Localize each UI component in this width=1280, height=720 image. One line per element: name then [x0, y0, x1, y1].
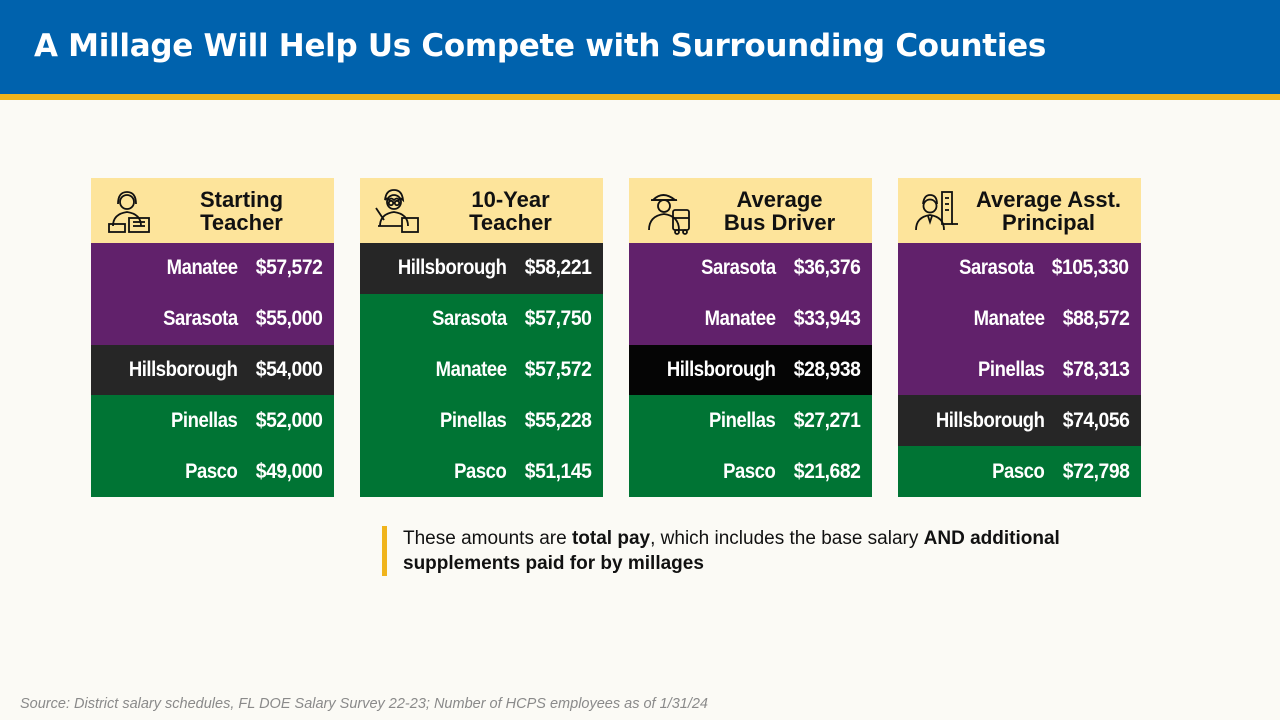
- salary-amount: $58,221: [524, 256, 591, 280]
- card-title: Average Asst. Principal: [960, 188, 1137, 234]
- county-name: Sarasota: [163, 307, 238, 331]
- header-bar: [0, 0, 1280, 94]
- principal-icon: [915, 191, 958, 231]
- total-pay-note: These amounts are total pay, which inclu…: [382, 526, 1152, 576]
- salary-amount: $78,313: [1062, 357, 1129, 381]
- county-name: Pasco: [185, 459, 238, 483]
- note-bold-text: total pay: [571, 528, 651, 549]
- salary-amount: $74,056: [1062, 408, 1129, 432]
- county-name: Hillsborough: [666, 357, 776, 381]
- table-row: Manatee $88,572: [898, 293, 1141, 345]
- salary-amount: $52,000: [255, 408, 322, 432]
- salary-amount: $28,938: [793, 357, 860, 381]
- table-row: Pinellas $52,000: [91, 395, 334, 447]
- teacher-icon: [108, 191, 150, 233]
- county-name: Pasco: [723, 459, 776, 483]
- table-row: Pasco $72,798: [898, 446, 1141, 497]
- card-header: Starting Teacher: [91, 178, 334, 243]
- card-title-line2: Teacher: [469, 210, 552, 235]
- salary-amount: $54,000: [255, 357, 322, 381]
- table-row: Hillsborough $74,056: [898, 395, 1141, 447]
- card-title-line1: Average Asst.: [975, 187, 1122, 212]
- table-row: Sarasota $57,750: [360, 293, 603, 345]
- card-header: Average Asst. Principal: [898, 178, 1141, 243]
- table-row: Sarasota $105,330: [898, 243, 1141, 294]
- table-row: Manatee $57,572: [91, 243, 334, 294]
- salary-amount: $57,572: [255, 256, 322, 280]
- salary-amount: $72,798: [1062, 459, 1129, 483]
- bus-driver-icon: [648, 194, 690, 235]
- table-row: Hillsborough $28,938: [629, 344, 872, 396]
- table-row: Sarasota $55,000: [91, 293, 334, 345]
- county-name: Sarasota: [432, 307, 507, 331]
- county-name: Sarasota: [701, 256, 776, 280]
- salary-amount: $49,000: [255, 459, 322, 483]
- county-name: Sarasota: [958, 256, 1034, 280]
- salary-amount: $33,943: [793, 307, 860, 331]
- salary-amount: $57,572: [524, 357, 591, 381]
- card-average-asst-principal: Average Asst. Principal Sarasota $105,330…: [898, 178, 1141, 497]
- senior-teacher-icon: [375, 189, 419, 233]
- salary-amount: $55,000: [255, 307, 322, 331]
- salary-amount: $88,572: [1062, 307, 1129, 331]
- county-name: Manatee: [166, 256, 238, 280]
- card-title-line2: Teacher: [200, 210, 283, 235]
- county-name: Manatee: [704, 307, 776, 331]
- note-text: , which includes the base salary: [650, 528, 924, 549]
- salary-amount: $55,228: [524, 408, 591, 432]
- county-name: Pinellas: [440, 408, 507, 432]
- salary-amount: $36,376: [793, 256, 860, 280]
- card-title-line2: Bus Driver: [723, 210, 836, 235]
- county-name: Hillsborough: [397, 256, 507, 280]
- card-title-line1: Average: [736, 187, 823, 212]
- county-name: Hillsborough: [935, 408, 1045, 432]
- table-row: Manatee $57,572: [360, 344, 603, 396]
- card-title-line2: Principal: [1002, 210, 1095, 235]
- salary-amount: $21,682: [793, 459, 860, 483]
- card-title: Starting Teacher: [153, 188, 330, 234]
- salary-amount: $27,271: [793, 408, 860, 432]
- county-name: Manatee: [435, 357, 507, 381]
- county-name: Manatee: [973, 307, 1045, 331]
- salary-amount: $51,145: [524, 459, 591, 483]
- table-row: Pinellas $78,313: [898, 344, 1141, 396]
- source-citation: Source: District salary schedules, FL DO…: [20, 696, 708, 712]
- card-header: Average Bus Driver: [629, 178, 872, 243]
- card-title: 10-Year Teacher: [422, 188, 599, 234]
- table-row: Sarasota $36,376: [629, 243, 872, 294]
- table-row: Hillsborough $58,221: [360, 243, 603, 294]
- salary-amount: $105,330: [1052, 256, 1129, 280]
- card-average-bus-driver: Average Bus Driver Sarasota $36,376 Manat…: [629, 178, 872, 497]
- card-title: Average Bus Driver: [691, 188, 868, 234]
- table-row: Pasco $49,000: [91, 446, 334, 497]
- table-row: Manatee $33,943: [629, 293, 872, 345]
- table-row: Pinellas $27,271: [629, 395, 872, 447]
- county-name: Pinellas: [171, 408, 238, 432]
- county-name: Pinellas: [709, 408, 776, 432]
- page-title: A Millage Will Help Us Compete with Surr…: [34, 28, 1047, 64]
- county-name: Pasco: [992, 459, 1045, 483]
- table-row: Pasco $21,682: [629, 446, 872, 497]
- note-text: These amounts are: [403, 528, 572, 549]
- card-header: 10-Year Teacher: [360, 178, 603, 243]
- card-starting-teacher: Starting Teacher Manatee $57,572 Sarasota…: [91, 178, 334, 497]
- card-10-year-teacher: 10-Year Teacher Hillsborough $58,221 Sara…: [360, 178, 603, 497]
- county-name: Pasco: [454, 459, 507, 483]
- card-title-line1: 10-Year: [471, 187, 550, 212]
- note-bold-text: AND additional supplements paid for by m…: [403, 528, 1060, 574]
- salary-amount: $57,750: [524, 307, 591, 331]
- county-name: Pinellas: [978, 357, 1045, 381]
- table-row: Hillsborough $54,000: [91, 344, 334, 396]
- header-accent-stripe: [0, 94, 1280, 100]
- table-row: Pasco $51,145: [360, 446, 603, 497]
- table-row: Pinellas $55,228: [360, 395, 603, 447]
- card-title-line1: Starting: [199, 187, 284, 212]
- county-name: Hillsborough: [128, 357, 238, 381]
